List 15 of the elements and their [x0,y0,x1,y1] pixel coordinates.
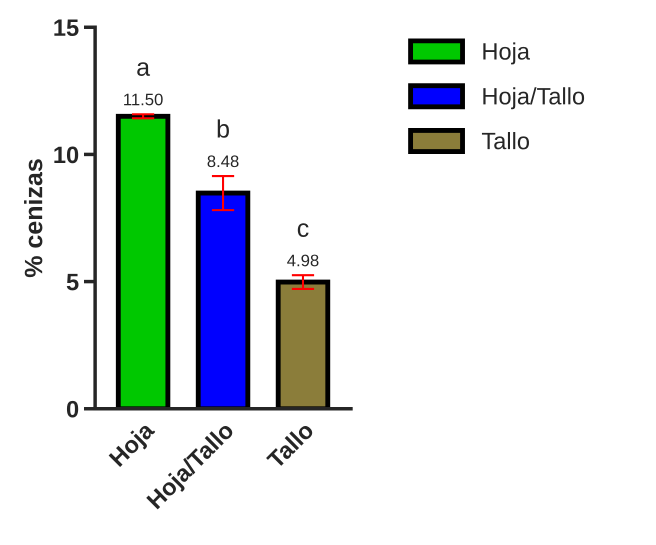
legend-label: Tallo [482,132,529,150]
y-tick-label: 10 [54,146,78,164]
data-label: 11.50 [124,94,163,106]
y-tick-label: 15 [54,20,78,36]
y-tick-label: 5 [66,274,78,290]
data-label: 8.48 [208,155,239,168]
y-axis-title: % cenizas [24,159,42,278]
legend-label: Hoja/Tallo [483,87,584,110]
annotation: b [218,119,229,138]
y-tick-label: 0 [66,400,78,418]
x-tick-label: Tallo [265,420,315,470]
annotation: a [137,62,150,76]
data-label: 4.98 [287,254,318,266]
legend-label: Hoja [483,42,530,64]
annotation: c [298,223,309,237]
